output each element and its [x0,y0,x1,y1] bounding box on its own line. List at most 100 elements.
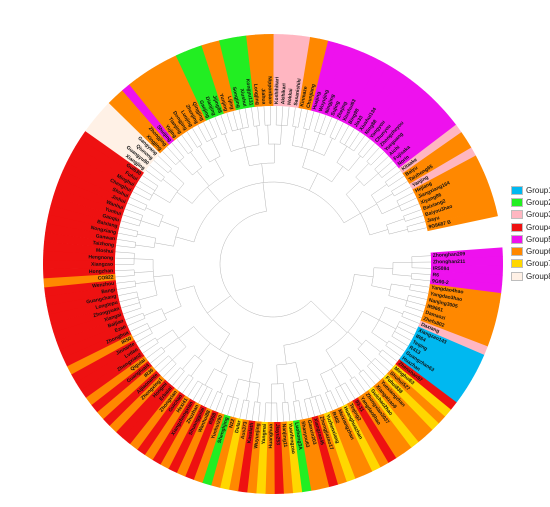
tree-branch [122,214,141,221]
tree-branch [401,316,420,324]
group-sector [59,170,129,206]
legend-label: Group8 [526,271,550,281]
leaf-label: Baijiao [107,318,124,329]
group-sector [43,241,116,255]
tree-branch [124,208,143,216]
legend-swatch [511,234,523,244]
tree-branch [399,321,417,330]
tree-branch [358,369,364,374]
tree-branch [163,337,179,350]
group-sector [160,401,202,469]
group-sector [152,398,196,465]
tree-branch [324,117,333,136]
leaf-label: Zhonghan209 [433,251,466,259]
tree-branch [149,185,159,201]
group-sector [237,35,255,108]
tree-branch [407,300,426,306]
tree-branch [391,181,408,192]
tree-branch [309,173,318,191]
leaf-label: Nongxiang [90,225,117,236]
tree-branch [136,291,142,309]
tree-branch [355,176,365,186]
group-sector [418,320,488,356]
group-sector [237,420,256,493]
tree-branch [129,196,148,206]
tree-branch [409,284,411,290]
group-sector [46,292,119,315]
tree-branch [240,128,246,148]
group-sector [429,277,503,294]
tree-branch [357,339,367,350]
leaf-label: IR5084 [433,266,450,272]
leaf-label: Songjing [231,86,241,108]
group-sector [151,63,196,130]
tree-branch [363,173,379,186]
group-sector [422,189,494,219]
leaf-label: IR64 [414,334,426,344]
tree-branch [175,236,195,243]
legend-label: Group1 [526,185,550,195]
tree-branch [325,311,363,351]
tree-branch [115,257,135,260]
group-sector [246,34,262,108]
tree-branch [154,355,169,369]
group-sector [102,370,161,426]
tree-branch [303,128,310,130]
tree-branch [388,175,405,187]
group-sector [285,34,302,108]
group-sector [75,345,141,391]
tree-branch [115,251,135,254]
tree-branch [386,218,405,226]
tree-branch [293,400,299,402]
tree-branch [344,128,355,145]
tree-branch [264,402,266,422]
tree-branch [349,376,355,381]
legend-label: Group4 [526,222,550,232]
group-sector [202,414,231,486]
tree-branch [381,205,400,215]
legend-item: Group4 [511,221,550,233]
tree-branch [292,107,296,127]
group-sector [136,73,185,137]
group-sector [219,38,243,111]
tree-branch [373,267,393,269]
group-sector [362,74,411,138]
leaf-label: Kasalath [247,422,256,443]
group-sector [367,79,419,142]
group-sector [280,421,294,494]
tree-branch [203,388,213,407]
leaf-label: Kongyu131 [244,78,254,106]
tree-branch [302,149,309,168]
leaf-label: Huajing [312,91,323,110]
group-sector [192,45,225,116]
group-color-ring [43,34,503,494]
group-sector [409,147,477,190]
tree-branch [167,367,181,382]
tree-branch [339,125,350,143]
tree-branch [298,400,303,420]
group-sector [298,37,320,110]
tree-branch [139,337,156,349]
tree-branch [153,160,169,173]
group-sector [70,146,138,189]
leaf-label: Yunhui [104,206,122,217]
tree-branch [127,202,145,211]
group-sector [167,55,207,124]
tree-branch [320,356,350,375]
tree-branch [348,155,361,171]
leaf-label: Baixiang [96,219,118,230]
tree-branch [214,158,225,176]
tree-branch [292,126,299,128]
group-sector [415,326,485,364]
tree-branch [221,395,228,414]
tree-branch [119,226,138,232]
tree-branch [362,310,380,321]
tree-branch [282,402,284,422]
group-sector [351,64,396,131]
tree-branch [243,399,250,402]
group-sector [427,290,500,312]
tree-branch [391,283,411,288]
group-sector [246,420,262,494]
tree-branch [182,377,194,394]
tree-branch [244,108,249,128]
